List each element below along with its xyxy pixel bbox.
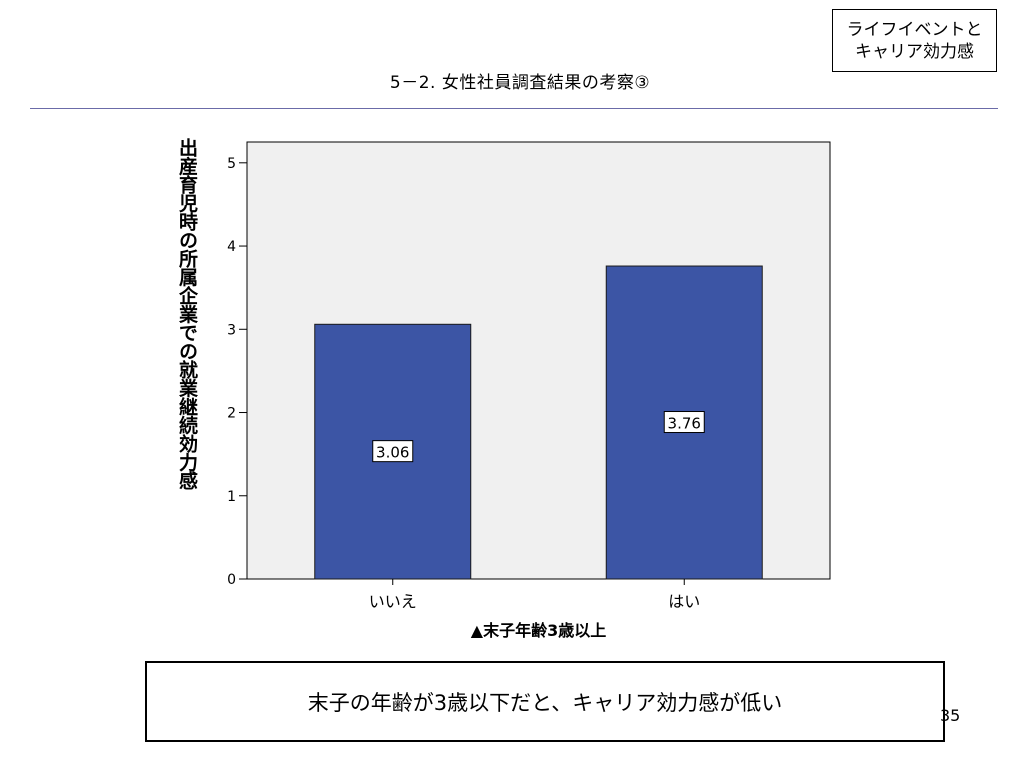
- x-axis-label: ▲末子年齢3歳以上: [471, 621, 606, 640]
- topic-tag-box: ライフイベントと キャリア効力感: [832, 9, 997, 72]
- topic-tag-line2: キャリア効力感: [855, 41, 974, 62]
- y-tick-label: 3: [227, 322, 236, 338]
- conclusion-text: 末子の年齢が3歳以下だと、キャリア効力感が低い: [307, 690, 783, 715]
- y-axis-label: 出産育児時の所属企業での就業継続効力感: [176, 138, 198, 490]
- data-label: 3.76: [668, 415, 701, 433]
- y-tick-label: 4: [227, 239, 236, 255]
- title-divider: [30, 108, 998, 109]
- y-tick-label: 5: [227, 156, 236, 172]
- data-label-box: [663, 411, 705, 434]
- y-tick-label: 1: [227, 489, 236, 505]
- data-label: 3.06: [376, 444, 409, 462]
- page-number: 35: [940, 706, 961, 725]
- conclusion-box: 末子の年齢が3歳以下だと、キャリア効力感が低い: [145, 661, 945, 742]
- data-label-box: [372, 440, 414, 463]
- slide-title: 5－2. 女性社員調査結果の考察③: [389, 73, 651, 93]
- x-tick-label: はい: [668, 592, 700, 611]
- y-tick-label: 0: [227, 572, 236, 588]
- y-tick-label: 2: [227, 406, 236, 422]
- x-tick-label: いいえ: [369, 592, 417, 611]
- topic-tag-line1: ライフイベントと: [846, 19, 983, 40]
